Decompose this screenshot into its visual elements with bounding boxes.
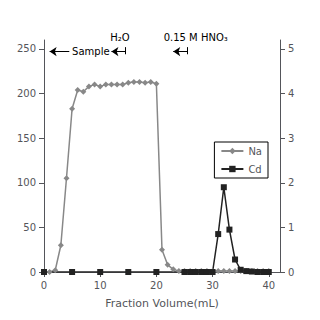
svg-text:100: 100 [17,177,36,188]
svg-text:2: 2 [288,177,294,188]
svg-text:0.15 M HNO₃: 0.15 M HNO₃ [164,32,228,43]
svg-text:50: 50 [23,222,36,233]
svg-text:10: 10 [94,280,107,291]
svg-text:5: 5 [288,43,294,54]
svg-text:0: 0 [41,280,47,291]
svg-text:200: 200 [17,88,36,99]
svg-text:Sample: Sample [72,46,110,57]
svg-text:1: 1 [288,222,294,233]
svg-text:Na: Na [248,146,262,157]
svg-text:0: 0 [30,267,36,278]
svg-text:150: 150 [17,133,36,144]
svg-text:Cd: Cd [248,164,261,175]
svg-text:40: 40 [262,280,275,291]
svg-text:3: 3 [288,133,294,144]
svg-text:20: 20 [150,280,163,291]
svg-text:250: 250 [17,43,36,54]
svg-text:Fraction Volume(mL): Fraction Volume(mL) [105,297,219,310]
svg-text:H₂O: H₂O [110,32,130,43]
svg-text:30: 30 [206,280,219,291]
svg-text:0: 0 [288,267,294,278]
svg-text:4: 4 [288,88,294,99]
